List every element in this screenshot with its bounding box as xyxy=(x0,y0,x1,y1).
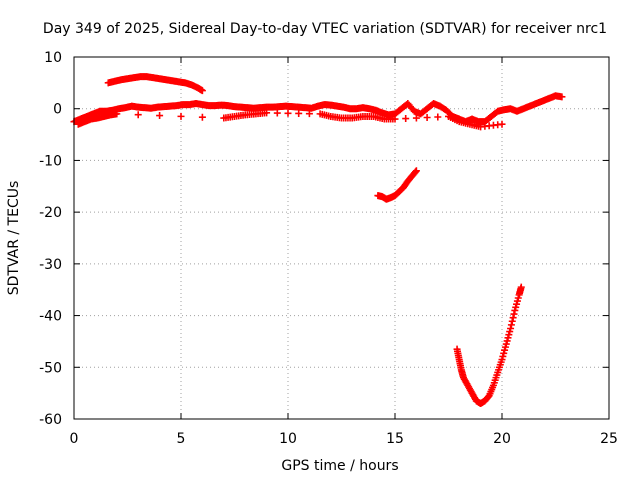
data-point xyxy=(558,93,566,101)
y-tick-label: -30 xyxy=(39,257,62,273)
grid xyxy=(74,57,609,419)
series-main-band xyxy=(70,92,566,126)
x-tick-label: 5 xyxy=(177,431,186,447)
x-tick-label: 10 xyxy=(279,431,297,447)
data-point xyxy=(434,113,442,121)
x-tick-label: 20 xyxy=(493,431,511,447)
data-point xyxy=(508,317,516,325)
series-deep-dip-arc xyxy=(453,283,525,407)
data-point xyxy=(510,310,518,318)
plot-frame xyxy=(73,56,610,420)
data-point xyxy=(305,110,313,118)
y-axis-label: SDTVAR / TECUs xyxy=(6,181,22,296)
series-upper-arc xyxy=(104,73,206,95)
x-tick-label: 0 xyxy=(70,431,79,447)
y-tick-label: -60 xyxy=(39,412,62,428)
data-point xyxy=(198,113,206,121)
y-tick-label: -40 xyxy=(39,309,62,325)
data-point xyxy=(113,110,121,118)
data-point xyxy=(284,109,292,117)
data-point xyxy=(507,321,515,329)
y-tick-label: -10 xyxy=(39,153,62,169)
data-point xyxy=(509,314,517,322)
data-point xyxy=(507,325,515,332)
data-point xyxy=(177,112,185,120)
y-tick-label: -20 xyxy=(39,205,62,221)
data-point xyxy=(402,115,410,123)
y-tick-label: 10 xyxy=(44,50,62,66)
data-point xyxy=(391,115,399,123)
x-tick-label: 15 xyxy=(386,431,404,447)
y-tick-label: -50 xyxy=(39,360,62,376)
series-group xyxy=(70,73,566,407)
data-point xyxy=(517,283,525,291)
data-point xyxy=(198,87,206,95)
x-tick-label: 25 xyxy=(600,431,618,447)
series-mid-dip-arc xyxy=(374,167,420,203)
data-point xyxy=(263,109,271,117)
series-main-band-lower xyxy=(74,109,506,131)
data-point xyxy=(295,109,303,117)
data-point xyxy=(498,120,506,128)
data-point xyxy=(273,109,281,117)
x-axis-label: GPS time / hours xyxy=(281,458,398,474)
data-point xyxy=(412,167,420,175)
data-point xyxy=(412,114,420,122)
data-point xyxy=(423,114,431,122)
y-tick-label: 0 xyxy=(53,102,62,118)
data-point xyxy=(412,168,420,176)
data-point xyxy=(156,112,164,120)
data-point xyxy=(134,111,142,119)
chart-title: Day 349 of 2025, Sidereal Day-to-day VTE… xyxy=(43,21,607,37)
